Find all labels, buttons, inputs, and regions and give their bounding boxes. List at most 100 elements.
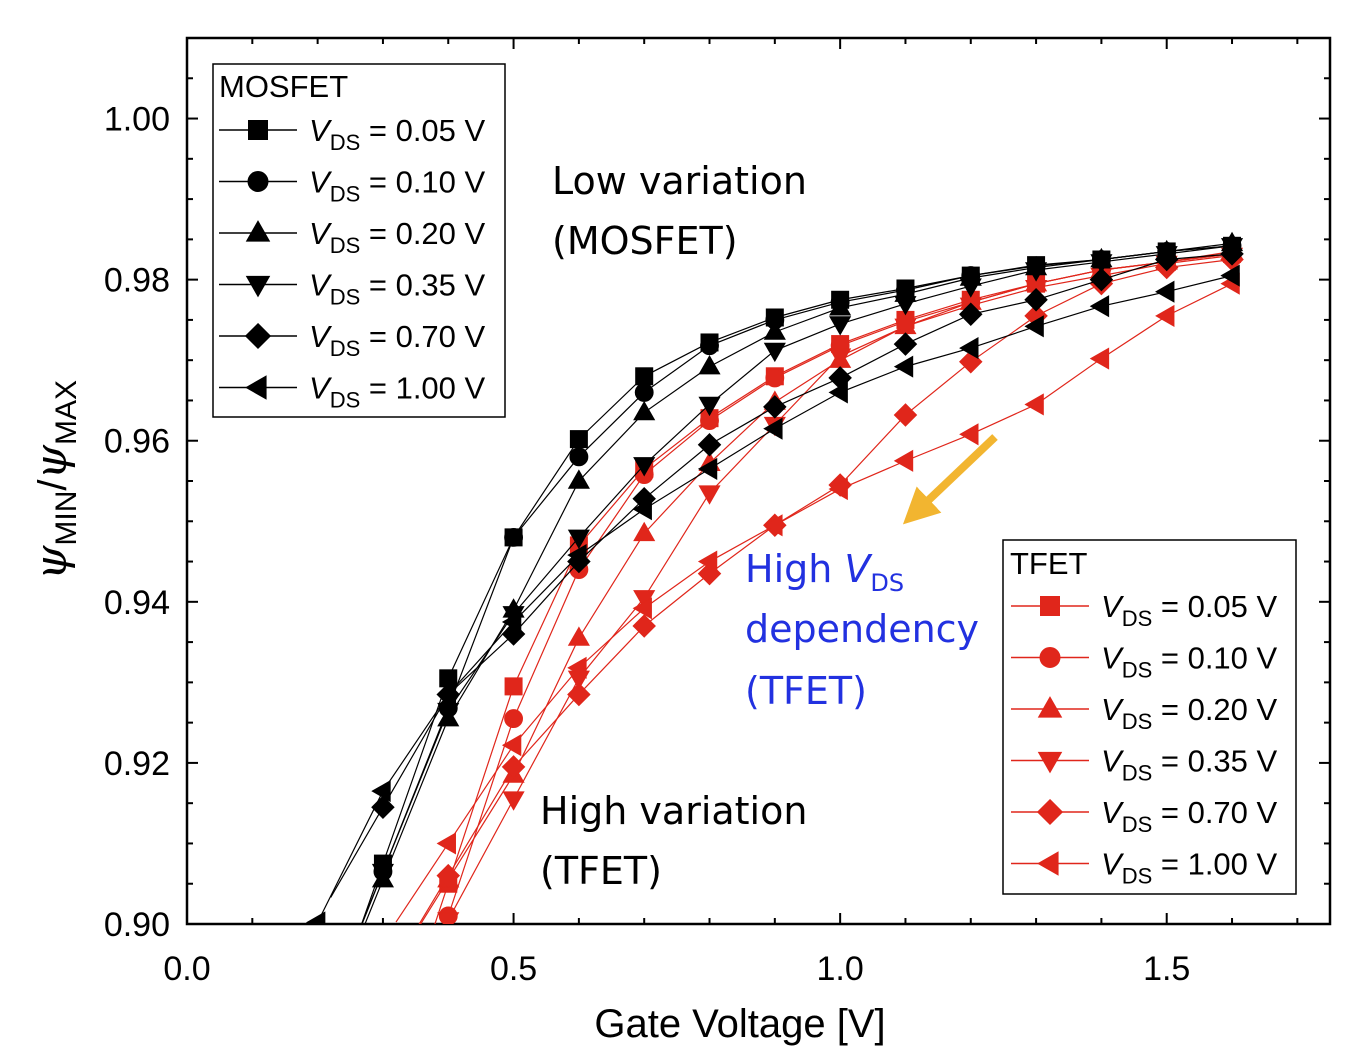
- x-tick-label: 0.0: [163, 950, 210, 988]
- data-point: [828, 477, 848, 501]
- legend-label-value: = 0.05 V: [360, 113, 485, 148]
- annotation-high-vds-line2: dependency: [745, 607, 979, 651]
- legend-label-value: = 1.00 V: [1152, 847, 1277, 882]
- data-point: [1154, 247, 1179, 272]
- legend-label-sub: DS: [1122, 709, 1153, 734]
- annotation-high-vds-prefix: High: [745, 547, 844, 591]
- legend-item: VDS = 0.10 V: [1011, 641, 1278, 683]
- data-point: [959, 278, 982, 298]
- data-point: [371, 863, 395, 884]
- legend-label-var: V: [1101, 641, 1125, 676]
- data-point: [893, 449, 914, 472]
- legend-label-sub: DS: [330, 388, 361, 413]
- annotation-high-vds-line1: High VDS: [745, 547, 904, 597]
- data-point: [633, 400, 656, 421]
- series-line: [445, 254, 1233, 924]
- legend-label: VDS = 0.20 V: [309, 216, 486, 258]
- legend-label: VDS = 0.05 V: [309, 113, 486, 155]
- data-point: [829, 316, 852, 336]
- x-axis-title: Gate Voltage [V]: [594, 1002, 885, 1046]
- annotation-high-vds-line3: (TFET): [745, 669, 867, 713]
- legend-label-sub: DS: [330, 233, 361, 258]
- data-point: [697, 457, 718, 480]
- legend-label: VDS = 0.70 V: [309, 319, 486, 361]
- legend-marker: [1040, 596, 1060, 616]
- annotation-high-vds: High VDS dependency (TFET): [745, 547, 979, 713]
- data-point: [894, 318, 917, 338]
- data-point: [567, 656, 587, 679]
- legend-label-var: V: [1101, 744, 1125, 779]
- data-point: [502, 791, 525, 811]
- legend-label-var: V: [1101, 589, 1125, 624]
- data-point: [697, 550, 718, 573]
- legend-label: VDS = 0.10 V: [1101, 641, 1278, 683]
- data-point: [763, 342, 786, 363]
- legend-label-var: V: [309, 113, 333, 148]
- legend-label-var: V: [1101, 692, 1125, 727]
- legend-label-sub: DS: [330, 130, 361, 155]
- y-axis-title-sub2: MAX: [50, 380, 83, 445]
- data-point: [634, 382, 654, 402]
- data-point: [1155, 304, 1175, 327]
- data-point: [501, 755, 526, 779]
- legend-label: VDS = 0.35 V: [309, 268, 486, 310]
- legend-item: VDS = 1.00 V: [219, 371, 486, 413]
- legend-label-value: = 0.05 V: [1152, 589, 1277, 624]
- legend-item: VDS = 0.35 V: [1011, 744, 1278, 786]
- data-point: [829, 296, 852, 316]
- legend-marker: [1037, 851, 1059, 876]
- series-line: [419, 250, 1233, 924]
- data-point: [765, 368, 785, 388]
- legend-label-var: V: [309, 268, 333, 303]
- data-point: [632, 498, 652, 521]
- y-axis-title-psi1: ψ: [26, 545, 77, 580]
- legend-label-sub: DS: [330, 182, 361, 207]
- legend-label-var: V: [309, 319, 333, 354]
- data-point: [569, 447, 589, 467]
- y-tick-label: 0.94: [104, 584, 170, 622]
- legend-marker: [245, 275, 271, 298]
- data-point: [567, 469, 590, 489]
- data-point: [763, 395, 787, 419]
- data-point: [567, 544, 587, 567]
- data-point: [504, 527, 523, 547]
- y-axis-title-sub1: MIN: [50, 491, 83, 546]
- data-point: [436, 863, 461, 888]
- legend-label-sub: DS: [1122, 658, 1153, 683]
- data-point: [1089, 267, 1114, 292]
- data-point: [698, 354, 721, 375]
- legend-label-value: = 0.10 V: [360, 165, 485, 200]
- legend-label: VDS = 0.05 V: [1101, 589, 1278, 631]
- data-point: [1220, 242, 1244, 266]
- legend-mosfet-title: MOSFET: [219, 69, 348, 104]
- legend-label-value: = 0.10 V: [1152, 641, 1277, 676]
- data-point: [893, 332, 918, 356]
- legend-label-var: V: [309, 371, 333, 406]
- data-point: [305, 911, 326, 924]
- annotation-low-line2: (MOSFET): [552, 219, 738, 263]
- legend-item: VDS = 0.35 V: [219, 268, 486, 310]
- data-point: [569, 430, 588, 449]
- legend-label-sub: DS: [1122, 864, 1153, 889]
- data-point: [828, 366, 852, 390]
- data-point: [1025, 262, 1048, 282]
- legend-item: VDS = 0.05 V: [219, 113, 486, 155]
- annotation-low-variation: Low variation (MOSFET): [552, 159, 807, 263]
- legend-label-var: V: [1101, 795, 1125, 830]
- data-point: [698, 485, 721, 505]
- legend-label-var: V: [309, 165, 333, 200]
- legend-label-sub: DS: [330, 336, 361, 361]
- legend-label-sub: DS: [1122, 812, 1153, 837]
- axis-ticks: [186, 37, 1330, 925]
- data-point: [1024, 393, 1044, 416]
- y-axis-title: ψMIN/ψMAX: [26, 380, 83, 580]
- data-point: [501, 734, 522, 757]
- legend-label: VDS = 1.00 V: [1101, 847, 1278, 889]
- legend-marker: [1037, 751, 1063, 774]
- data-point: [893, 355, 914, 378]
- data-point: [697, 432, 722, 457]
